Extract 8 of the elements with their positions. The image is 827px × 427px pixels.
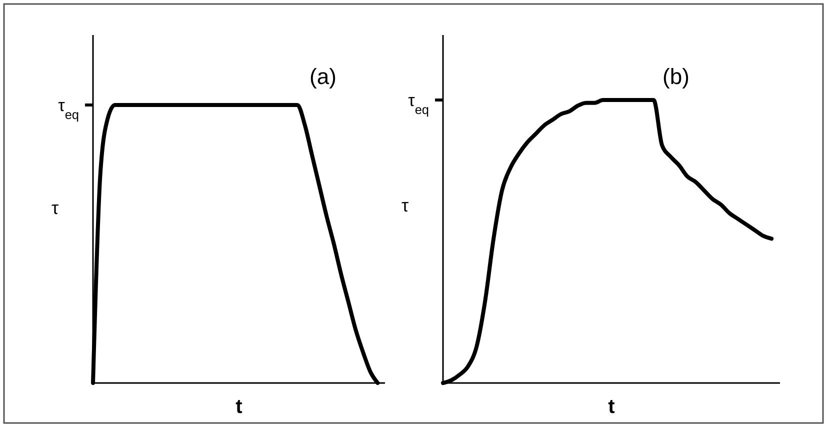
text: (a) [310, 64, 336, 89]
y-axis-title: τ [51, 198, 59, 218]
y-axis-title: τ [401, 196, 409, 216]
x-axis-title: t [608, 396, 616, 418]
text: (b) [662, 64, 690, 89]
text: τ$_{eq}$ [408, 90, 429, 116]
text: τ$_{eq}$ [58, 96, 79, 122]
x-axis-title: t [236, 396, 243, 418]
